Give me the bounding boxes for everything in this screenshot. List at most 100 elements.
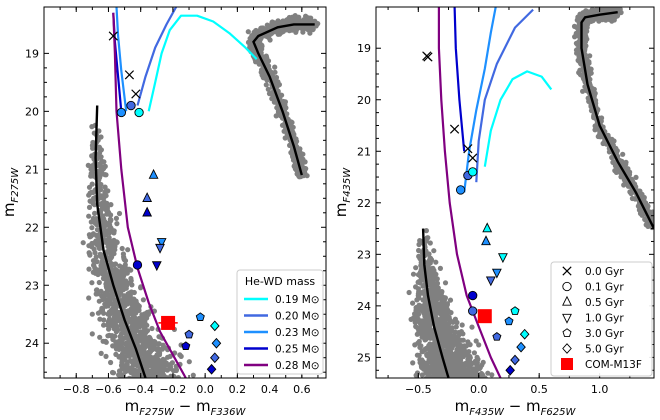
star-point <box>582 34 588 40</box>
x-axis-subscript: F625W <box>541 407 577 418</box>
plot-area <box>80 7 321 387</box>
star-point <box>411 315 417 321</box>
age-marker <box>510 306 520 315</box>
y-tick-label: 24 <box>357 300 371 313</box>
x-axis-title: mF435W − mF625W <box>455 397 577 418</box>
star-point <box>100 296 106 303</box>
star-point <box>453 380 458 385</box>
age-marker <box>492 332 502 341</box>
star-point <box>573 40 580 46</box>
star-point <box>650 209 654 215</box>
star-point <box>585 95 591 101</box>
legend-label: 0.25 M⊙ <box>275 344 320 356</box>
star-point <box>108 202 114 208</box>
star-point <box>459 390 464 395</box>
age-marker <box>210 320 220 332</box>
star-point <box>413 323 419 330</box>
star-point <box>431 372 438 378</box>
star-point <box>417 256 423 262</box>
star-point <box>450 387 455 392</box>
star-point <box>147 347 154 353</box>
star-point <box>121 366 127 372</box>
star-point <box>92 266 98 272</box>
x-tick-label: −0.6 <box>95 383 122 396</box>
star-point <box>458 378 463 383</box>
star-point <box>105 303 111 309</box>
star-point <box>121 293 127 299</box>
y-axis-text: m <box>0 203 18 218</box>
star-point <box>436 385 441 390</box>
star-point <box>86 192 92 198</box>
y-tick-label: 21 <box>25 163 39 176</box>
star-point <box>123 309 130 315</box>
star-point <box>489 372 495 378</box>
star-point <box>423 228 429 234</box>
star-point <box>80 240 86 246</box>
star-point <box>119 271 125 277</box>
star-point <box>89 225 95 231</box>
wd-track-line <box>115 7 128 112</box>
star-point <box>132 360 138 366</box>
star-point <box>610 159 616 165</box>
star-point <box>140 329 146 335</box>
star-point <box>124 344 130 350</box>
age-marker <box>519 328 530 340</box>
age-marker <box>449 124 460 134</box>
age-marker <box>516 341 526 353</box>
star-point <box>300 156 306 162</box>
star-point <box>156 347 162 353</box>
star-point <box>186 382 191 387</box>
star-point <box>427 240 433 246</box>
star-point <box>449 387 454 392</box>
star-point <box>85 162 91 168</box>
star-point <box>580 88 586 94</box>
age-marker <box>108 31 118 41</box>
star-point <box>444 325 450 331</box>
age-marker <box>504 316 514 326</box>
star-point <box>441 385 446 390</box>
star-point <box>461 378 466 383</box>
star-point <box>417 360 423 366</box>
star-point <box>106 312 113 318</box>
star-point <box>457 379 462 384</box>
x-axis-subscript: F435W <box>469 407 505 418</box>
wd-track-line <box>475 8 534 183</box>
star-point <box>142 354 148 360</box>
star-point <box>456 379 461 384</box>
age-marker <box>131 89 141 99</box>
star-point <box>186 359 192 365</box>
star-point <box>448 361 454 367</box>
y-tick-label: 22 <box>357 197 371 210</box>
star-point <box>247 35 253 42</box>
star-point <box>104 275 110 282</box>
x-tick-label: 0.2 <box>229 383 247 396</box>
star-point <box>146 362 152 368</box>
star-point <box>458 382 463 387</box>
star-point <box>422 331 428 337</box>
x-axis-subscript: F275W <box>139 407 175 418</box>
star-point <box>433 389 438 394</box>
star-point <box>106 326 112 332</box>
star-point <box>161 357 167 364</box>
star-point <box>432 355 438 362</box>
star-point <box>114 221 120 227</box>
star-point <box>101 221 107 227</box>
y-axis-title: mF275W <box>0 167 21 217</box>
age-marker <box>497 253 508 264</box>
star-point <box>643 222 649 228</box>
star-point <box>100 214 106 220</box>
plot-frame <box>375 6 655 379</box>
star-point <box>119 359 125 366</box>
star-point <box>112 261 119 267</box>
star-point <box>102 184 108 190</box>
star-point <box>472 359 479 365</box>
age-marker <box>126 100 136 111</box>
star-point <box>576 70 582 76</box>
legend-label: 3.0 Gyr <box>585 328 624 340</box>
star-point <box>444 381 449 386</box>
star-point <box>438 366 444 372</box>
star-point <box>87 198 93 204</box>
star-point <box>435 320 441 326</box>
star-point <box>190 372 196 378</box>
